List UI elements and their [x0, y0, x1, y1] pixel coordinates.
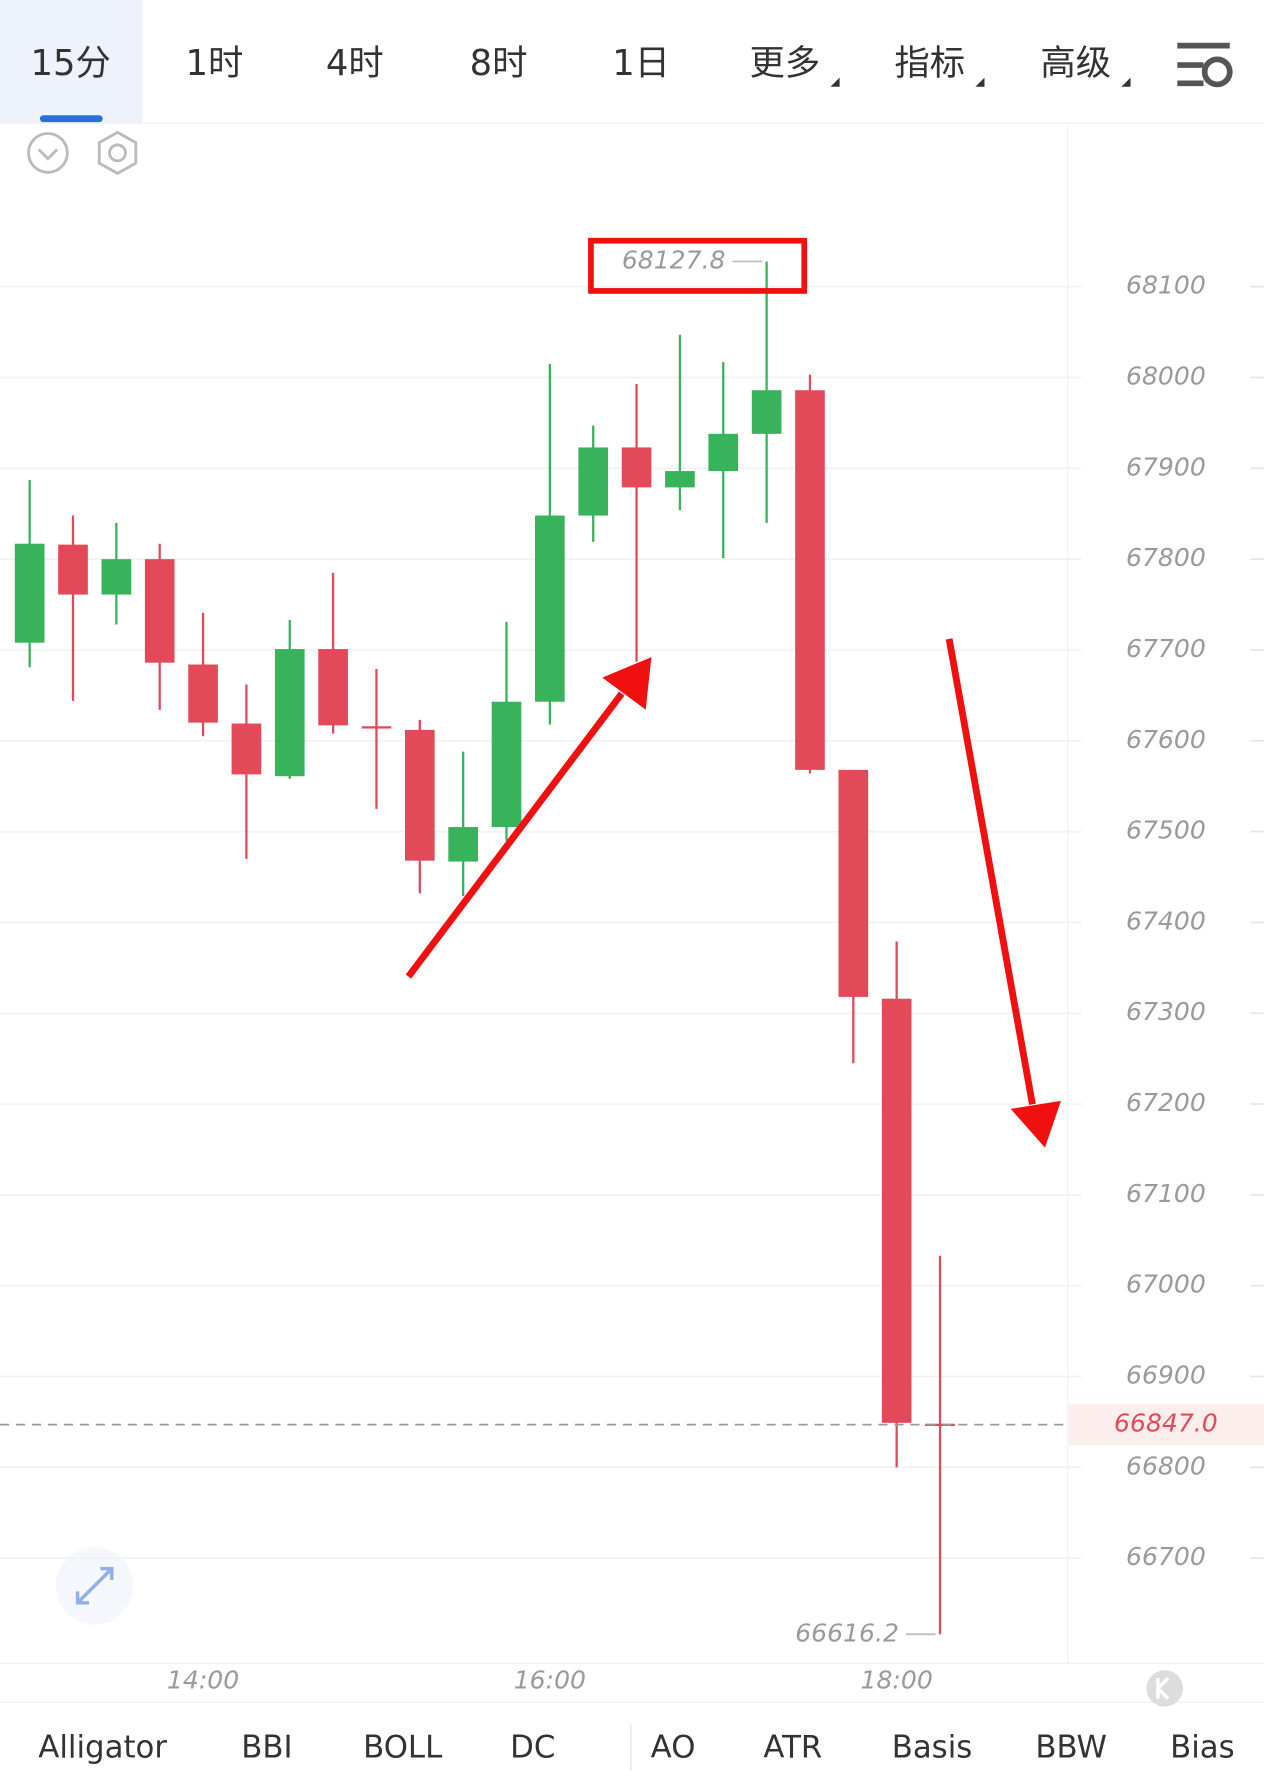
x-tick-label: 16:00 — [514, 1666, 586, 1695]
candle-body — [58, 544, 88, 595]
timeframe-tab[interactable]: 高级 — [1040, 43, 1111, 84]
arrow-down — [945, 638, 1061, 1148]
timeframe-tab[interactable]: 1时 — [186, 43, 244, 84]
y-tick-label: 66800 — [1126, 1451, 1206, 1480]
candle-body — [621, 447, 652, 488]
candle-body — [14, 543, 45, 643]
annotation-label: 66616.2 — [795, 1618, 899, 1647]
candle-body — [795, 390, 825, 770]
collapse-icon[interactable] — [27, 132, 69, 174]
candle-body — [881, 998, 912, 1423]
x-tick-label: 14:00 — [167, 1666, 239, 1695]
last-price-bg — [1068, 1404, 1264, 1446]
y-tick-label: 67100 — [1126, 1179, 1206, 1208]
candle-body — [535, 515, 565, 702]
indicator-tab[interactable]: BBI — [241, 1729, 292, 1765]
candle-body — [231, 723, 262, 775]
timeframe-tab[interactable]: 1日 — [612, 43, 670, 84]
indicator-tab[interactable]: Alligator — [38, 1729, 167, 1765]
candle-body — [318, 649, 348, 726]
candle-body — [708, 433, 739, 472]
y-tick-label: 67200 — [1126, 1088, 1206, 1117]
candle-body — [491, 701, 522, 828]
y-tick-label: 67600 — [1126, 725, 1206, 754]
dropdown-mark — [1121, 77, 1131, 87]
y-tick-label: 67500 — [1126, 816, 1206, 845]
candle-body — [101, 559, 132, 595]
indicator-tab[interactable]: ATR — [763, 1729, 822, 1765]
indicator-tab[interactable]: Bias — [1170, 1729, 1235, 1765]
y-tick-label: 68000 — [1126, 362, 1206, 391]
candle-body — [404, 729, 435, 861]
active-tab-bg — [0, 0, 143, 124]
candle-body — [274, 649, 305, 777]
y-tick-label: 67700 — [1126, 634, 1206, 663]
expand-icon[interactable] — [55, 1546, 134, 1625]
indicator-tab[interactable]: BBW — [1035, 1729, 1107, 1765]
timeframe-tab[interactable]: 15分 — [31, 43, 111, 84]
candle-body — [448, 827, 478, 862]
last-price-label: 66847.0 — [1114, 1409, 1218, 1438]
indicator-tab[interactable]: BOLL — [363, 1729, 442, 1765]
candle-body — [665, 471, 695, 488]
y-tick-label: 66900 — [1126, 1361, 1206, 1390]
candle-body — [578, 447, 609, 516]
timeframe-tab[interactable]: 更多 — [749, 43, 820, 84]
y-tick-label: 67800 — [1126, 543, 1206, 572]
k-button[interactable] — [1146, 1670, 1184, 1707]
timeframe-tab[interactable]: 指标 — [894, 43, 965, 84]
active-tab-indicator — [39, 115, 103, 123]
dropdown-mark — [830, 77, 840, 87]
x-tick-label: 18:00 — [861, 1666, 933, 1695]
indicator-tab[interactable]: AO — [651, 1729, 696, 1765]
y-tick-label: 67000 — [1126, 1270, 1206, 1299]
candle-body — [188, 664, 218, 723]
dropdown-mark — [975, 77, 985, 87]
candle-body — [838, 769, 869, 997]
candle-body — [361, 726, 392, 729]
arrow-up — [405, 657, 652, 979]
y-tick-label: 67400 — [1126, 906, 1206, 935]
candle-body — [751, 390, 782, 434]
indicator-tab[interactable]: DC — [510, 1729, 555, 1765]
y-tick-label: 66700 — [1126, 1542, 1206, 1571]
chart: 66700 66800 66900 67000 67100 67200 67300 67400… — [0, 245, 1264, 1695]
y-tick-label: 68100 — [1126, 271, 1206, 300]
highlight-box — [588, 237, 808, 294]
candle-body — [144, 559, 175, 663]
hex-settings-icon[interactable] — [97, 130, 138, 176]
annotation-label: 68127.8 — [622, 245, 726, 274]
timeframe-tab[interactable]: 8时 — [470, 43, 528, 84]
y-tick-label: 67900 — [1126, 452, 1206, 481]
y-tick-label: 67300 — [1126, 997, 1206, 1026]
settings-icon[interactable] — [1177, 42, 1233, 88]
candle-body — [925, 1423, 955, 1427]
timeframe-tab[interactable]: 4时 — [326, 43, 384, 84]
indicator-tab[interactable]: Basis — [892, 1729, 973, 1765]
